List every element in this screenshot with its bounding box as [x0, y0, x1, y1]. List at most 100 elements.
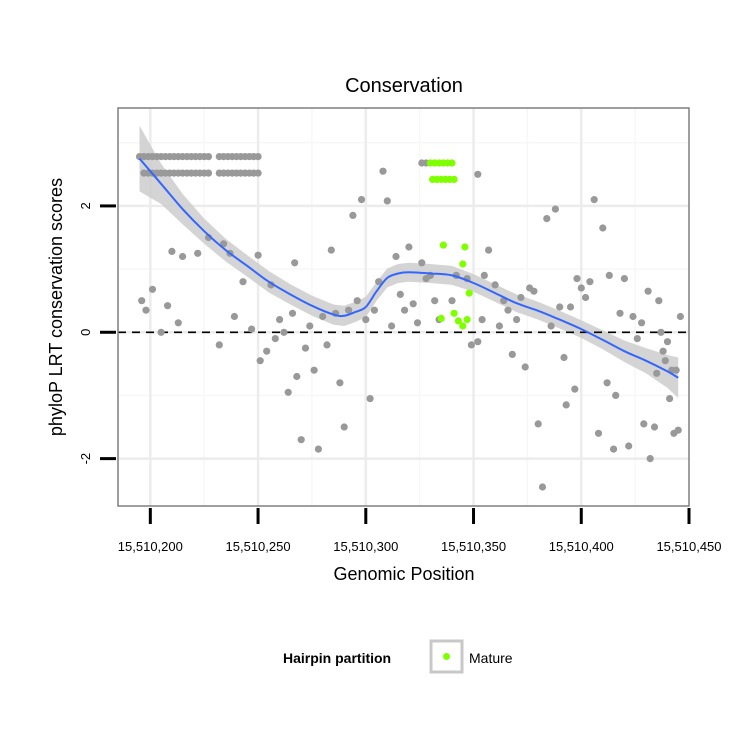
point-other	[401, 306, 409, 314]
panel-border	[117, 107, 690, 507]
point-other	[661, 357, 669, 365]
point-other	[284, 388, 292, 396]
y-tick-label: -2	[78, 453, 93, 465]
point-other	[551, 205, 560, 213]
point-other	[366, 395, 374, 403]
point-other	[513, 316, 521, 324]
legend-title: Hairpin partition	[283, 650, 391, 666]
x-tick-label: 15,510,450	[656, 539, 721, 554]
point-other	[314, 445, 322, 453]
point-mature	[437, 314, 445, 322]
point-other	[543, 215, 551, 223]
point-other	[582, 293, 590, 302]
point-other	[653, 369, 661, 377]
point-mature	[459, 260, 467, 268]
point-other	[633, 335, 641, 343]
point-other	[297, 436, 305, 444]
point-other	[474, 338, 482, 346]
x-tick-label: 15,510,400	[549, 539, 614, 554]
point-other	[646, 455, 654, 463]
point-other	[142, 306, 150, 314]
point-other	[655, 297, 663, 305]
point-other	[271, 335, 279, 343]
point-other	[547, 322, 555, 330]
chart-title: Conservation	[345, 75, 463, 97]
point-other	[148, 285, 157, 293]
smooth-curve	[138, 157, 679, 379]
point-other	[138, 297, 146, 305]
point-other	[174, 319, 182, 327]
y-tick-label: 0	[78, 329, 93, 336]
point-other	[521, 363, 529, 371]
point-other	[362, 316, 370, 324]
x-axis-label: Genomic Position	[333, 564, 474, 584]
point-other	[508, 350, 516, 358]
point-other	[650, 423, 659, 431]
point-other	[495, 322, 503, 330]
point-other	[220, 240, 228, 248]
smooth-line	[138, 157, 679, 379]
x-tick-label: 15,510,300	[333, 539, 398, 554]
point-other	[306, 322, 314, 330]
point-other	[204, 153, 213, 161]
point-mature	[454, 317, 462, 325]
point-other	[556, 303, 564, 311]
legend: Hairpin partition Mature	[283, 639, 513, 674]
point-other	[179, 252, 187, 261]
point-mature	[450, 175, 458, 183]
point-other	[418, 259, 426, 267]
point-mature	[439, 241, 447, 249]
point-other	[480, 271, 488, 279]
point-other	[413, 319, 422, 327]
point-other	[620, 275, 629, 283]
point-other	[301, 344, 310, 352]
point-other	[663, 338, 672, 346]
point-other	[517, 293, 525, 302]
y-tick-label: 2	[78, 202, 93, 209]
point-other	[375, 278, 383, 286]
point-mature	[459, 322, 467, 330]
point-mature	[450, 309, 458, 317]
point-other	[310, 366, 318, 374]
point-other	[538, 483, 547, 491]
point-other	[256, 357, 264, 365]
x-tick-label: 15,510,250	[226, 539, 291, 554]
point-other	[405, 243, 413, 251]
y-axis-label: phyloP LRT conservation scores	[46, 178, 66, 436]
y-axis: -2 0 2	[78, 202, 116, 464]
point-mature	[461, 243, 469, 251]
point-other	[396, 290, 404, 298]
point-other	[291, 259, 299, 267]
point-other	[590, 196, 598, 204]
point-other	[612, 391, 620, 399]
point-other	[431, 297, 439, 305]
point-other	[640, 420, 648, 428]
point-other	[345, 306, 353, 314]
point-other	[448, 297, 456, 305]
point-other	[491, 281, 499, 289]
point-other	[164, 302, 172, 310]
point-other	[534, 420, 542, 428]
point-other	[168, 247, 176, 255]
point-other	[276, 316, 284, 324]
point-other	[254, 251, 262, 259]
confidence-band-area	[139, 125, 679, 398]
point-other	[157, 328, 165, 336]
point-other	[280, 328, 288, 336]
point-other	[674, 426, 682, 434]
point-other	[676, 312, 685, 321]
point-mature	[465, 289, 473, 297]
point-other	[610, 445, 618, 453]
point-other	[388, 322, 396, 330]
point-other	[327, 246, 335, 254]
point-other	[370, 306, 378, 314]
point-other	[467, 341, 475, 349]
point-other	[560, 353, 568, 362]
point-other	[616, 309, 624, 317]
point-other	[239, 278, 247, 286]
point-other	[485, 246, 493, 254]
point-other	[349, 211, 357, 219]
point-other	[353, 297, 361, 305]
x-tick-label: 15,510,200	[118, 539, 183, 554]
